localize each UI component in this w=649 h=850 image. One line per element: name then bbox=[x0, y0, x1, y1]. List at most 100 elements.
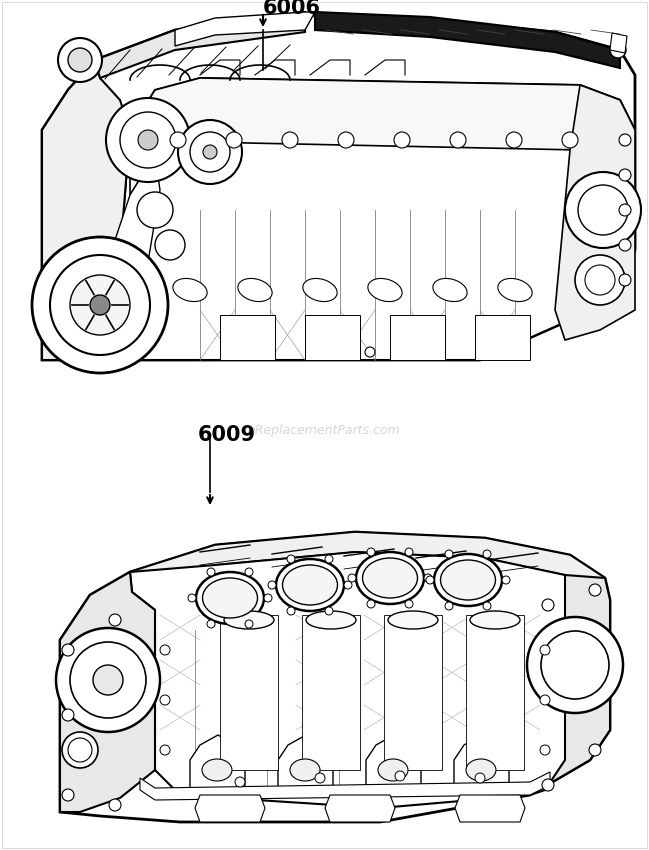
Polygon shape bbox=[115, 78, 635, 360]
Circle shape bbox=[70, 642, 146, 718]
Circle shape bbox=[235, 777, 245, 787]
Circle shape bbox=[160, 695, 170, 705]
Text: 6009: 6009 bbox=[198, 425, 256, 445]
Polygon shape bbox=[140, 772, 550, 800]
Circle shape bbox=[589, 584, 601, 596]
Circle shape bbox=[32, 237, 168, 373]
Circle shape bbox=[483, 550, 491, 558]
Circle shape bbox=[395, 771, 405, 781]
Ellipse shape bbox=[173, 279, 207, 302]
Polygon shape bbox=[302, 615, 360, 770]
Circle shape bbox=[178, 120, 242, 184]
Polygon shape bbox=[530, 575, 610, 795]
Circle shape bbox=[155, 230, 185, 260]
Polygon shape bbox=[95, 12, 305, 78]
Polygon shape bbox=[130, 78, 635, 195]
Circle shape bbox=[70, 275, 130, 335]
Circle shape bbox=[160, 645, 170, 655]
Text: 6006: 6006 bbox=[263, 0, 321, 18]
Ellipse shape bbox=[388, 611, 438, 629]
Circle shape bbox=[578, 185, 628, 235]
Ellipse shape bbox=[290, 759, 320, 781]
Circle shape bbox=[90, 295, 110, 315]
Ellipse shape bbox=[466, 759, 496, 781]
Circle shape bbox=[575, 255, 625, 305]
Circle shape bbox=[106, 98, 190, 182]
Circle shape bbox=[610, 42, 626, 58]
Circle shape bbox=[203, 145, 217, 159]
Ellipse shape bbox=[433, 279, 467, 302]
Circle shape bbox=[540, 645, 550, 655]
Text: eReplacementParts.com: eReplacementParts.com bbox=[248, 423, 400, 437]
Polygon shape bbox=[455, 795, 525, 822]
Circle shape bbox=[315, 773, 325, 783]
Circle shape bbox=[541, 631, 609, 699]
Circle shape bbox=[62, 732, 98, 768]
Ellipse shape bbox=[470, 611, 520, 629]
Circle shape bbox=[138, 130, 158, 150]
Circle shape bbox=[619, 134, 631, 146]
Polygon shape bbox=[466, 615, 524, 770]
Circle shape bbox=[445, 550, 453, 558]
Circle shape bbox=[68, 48, 92, 72]
Circle shape bbox=[226, 132, 242, 148]
Circle shape bbox=[287, 607, 295, 615]
Circle shape bbox=[367, 548, 375, 556]
Polygon shape bbox=[42, 15, 635, 360]
Polygon shape bbox=[555, 85, 635, 340]
Circle shape bbox=[483, 602, 491, 610]
Circle shape bbox=[109, 614, 121, 626]
Polygon shape bbox=[325, 795, 395, 822]
Ellipse shape bbox=[378, 759, 408, 781]
Circle shape bbox=[424, 574, 432, 582]
Ellipse shape bbox=[498, 279, 532, 302]
Polygon shape bbox=[42, 60, 130, 360]
Ellipse shape bbox=[202, 759, 232, 781]
Circle shape bbox=[264, 594, 272, 602]
Circle shape bbox=[160, 745, 170, 755]
Circle shape bbox=[62, 789, 74, 801]
Circle shape bbox=[50, 255, 150, 355]
Circle shape bbox=[109, 799, 121, 811]
Circle shape bbox=[394, 132, 410, 148]
Circle shape bbox=[589, 744, 601, 756]
Circle shape bbox=[58, 38, 102, 82]
Circle shape bbox=[62, 709, 74, 721]
Circle shape bbox=[506, 132, 522, 148]
Ellipse shape bbox=[363, 558, 417, 598]
Polygon shape bbox=[610, 33, 627, 53]
Circle shape bbox=[562, 132, 578, 148]
Circle shape bbox=[56, 628, 160, 732]
Polygon shape bbox=[390, 315, 445, 360]
Circle shape bbox=[190, 132, 230, 172]
Ellipse shape bbox=[441, 560, 495, 600]
Circle shape bbox=[287, 555, 295, 563]
Polygon shape bbox=[130, 552, 590, 808]
Circle shape bbox=[120, 112, 176, 168]
Circle shape bbox=[207, 620, 215, 628]
Ellipse shape bbox=[368, 279, 402, 302]
Polygon shape bbox=[278, 735, 333, 795]
Circle shape bbox=[93, 665, 123, 695]
Polygon shape bbox=[220, 615, 278, 770]
Circle shape bbox=[619, 274, 631, 286]
Circle shape bbox=[344, 581, 352, 589]
Polygon shape bbox=[384, 615, 442, 770]
Circle shape bbox=[245, 568, 253, 576]
Circle shape bbox=[542, 599, 554, 611]
Polygon shape bbox=[175, 12, 315, 46]
Circle shape bbox=[540, 745, 550, 755]
Circle shape bbox=[170, 132, 186, 148]
Circle shape bbox=[365, 347, 375, 357]
Circle shape bbox=[62, 644, 74, 656]
Polygon shape bbox=[220, 315, 275, 360]
Circle shape bbox=[502, 576, 510, 584]
Circle shape bbox=[188, 594, 196, 602]
Circle shape bbox=[137, 192, 173, 228]
Circle shape bbox=[475, 773, 485, 783]
Circle shape bbox=[405, 548, 413, 556]
Circle shape bbox=[268, 581, 276, 589]
Polygon shape bbox=[190, 735, 245, 795]
Ellipse shape bbox=[356, 552, 424, 604]
Polygon shape bbox=[315, 12, 620, 68]
